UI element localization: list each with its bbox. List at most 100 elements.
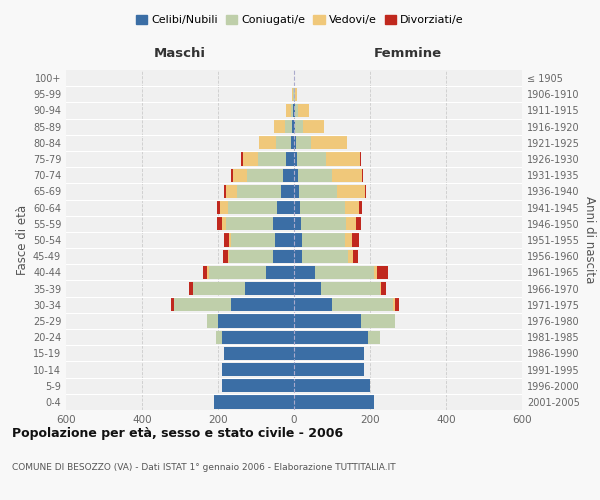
Bar xyxy=(258,152,286,166)
Bar xyxy=(294,168,298,182)
Bar xyxy=(274,120,285,134)
Bar xyxy=(362,168,363,182)
Bar xyxy=(294,234,302,246)
Bar xyxy=(353,250,358,263)
Bar xyxy=(303,120,323,134)
Bar xyxy=(227,201,277,214)
Bar xyxy=(368,330,380,344)
Bar xyxy=(374,266,377,279)
Bar xyxy=(311,136,347,149)
Legend: Celibi/Nubili, Coniugati/e, Vedovi/e, Divorziati/e: Celibi/Nubili, Coniugati/e, Vedovi/e, Di… xyxy=(132,10,468,30)
Bar xyxy=(281,185,294,198)
Bar xyxy=(222,379,294,392)
Bar xyxy=(298,104,309,117)
Bar xyxy=(286,104,292,117)
Bar xyxy=(346,201,359,214)
Bar xyxy=(285,120,292,134)
Bar xyxy=(224,234,229,246)
Bar xyxy=(232,168,233,182)
Bar xyxy=(229,234,232,246)
Bar xyxy=(218,314,294,328)
Bar xyxy=(361,314,395,328)
Bar xyxy=(315,266,374,279)
Y-axis label: Fasce di età: Fasce di età xyxy=(16,205,29,275)
Bar xyxy=(232,298,294,312)
Bar xyxy=(356,217,361,230)
Bar xyxy=(276,136,291,149)
Bar xyxy=(292,88,293,101)
Bar xyxy=(245,282,294,295)
Bar xyxy=(380,282,382,295)
Bar xyxy=(273,250,294,263)
Bar xyxy=(217,217,222,230)
Bar xyxy=(173,298,175,312)
Bar xyxy=(294,185,299,198)
Bar xyxy=(237,185,281,198)
Bar xyxy=(233,168,247,182)
Bar xyxy=(291,136,294,149)
Bar xyxy=(301,217,346,230)
Bar xyxy=(320,282,380,295)
Bar xyxy=(352,234,359,246)
Bar xyxy=(242,152,258,166)
Bar xyxy=(294,266,315,279)
Bar xyxy=(193,282,245,295)
Bar xyxy=(295,104,298,117)
Bar xyxy=(189,282,193,295)
Bar xyxy=(296,136,311,149)
Bar xyxy=(217,201,220,214)
Bar xyxy=(293,104,294,117)
Bar xyxy=(226,185,237,198)
Bar xyxy=(224,346,294,360)
Bar xyxy=(297,152,326,166)
Bar xyxy=(265,266,294,279)
Bar xyxy=(283,168,294,182)
Y-axis label: Anni di nascita: Anni di nascita xyxy=(583,196,596,284)
Bar xyxy=(223,250,227,263)
Bar xyxy=(295,88,297,101)
Bar xyxy=(214,396,294,408)
Bar xyxy=(346,234,352,246)
Bar xyxy=(206,266,209,279)
Bar xyxy=(224,185,226,198)
Bar xyxy=(302,234,346,246)
Bar xyxy=(259,136,276,149)
Bar xyxy=(302,250,348,263)
Bar xyxy=(346,217,356,230)
Bar xyxy=(226,217,273,230)
Bar xyxy=(294,201,300,214)
Bar xyxy=(360,152,361,166)
Text: Popolazione per età, sesso e stato civile - 2006: Popolazione per età, sesso e stato civil… xyxy=(12,428,343,440)
Bar xyxy=(294,217,301,230)
Bar xyxy=(348,250,353,263)
Bar xyxy=(222,330,294,344)
Bar xyxy=(294,330,368,344)
Bar xyxy=(232,234,275,246)
Bar xyxy=(294,152,297,166)
Bar xyxy=(377,266,388,279)
Bar xyxy=(332,298,393,312)
Bar xyxy=(294,120,295,134)
Bar xyxy=(395,298,398,312)
Bar xyxy=(229,250,273,263)
Bar xyxy=(294,104,295,117)
Bar xyxy=(300,201,346,214)
Bar xyxy=(286,152,294,166)
Bar xyxy=(299,185,337,198)
Bar xyxy=(273,217,294,230)
Bar xyxy=(292,120,294,134)
Bar xyxy=(294,363,364,376)
Bar xyxy=(294,396,374,408)
Bar xyxy=(227,250,229,263)
Bar xyxy=(241,152,242,166)
Bar xyxy=(206,314,218,328)
Bar xyxy=(393,298,395,312)
Bar xyxy=(209,266,265,279)
Bar xyxy=(294,379,370,392)
Bar xyxy=(332,168,362,182)
Text: COMUNE DI BESOZZO (VA) - Dati ISTAT 1° gennaio 2006 - Elaborazione TUTTITALIA.IT: COMUNE DI BESOZZO (VA) - Dati ISTAT 1° g… xyxy=(12,462,395,471)
Bar xyxy=(216,330,222,344)
Bar xyxy=(294,250,302,263)
Bar xyxy=(382,282,386,295)
Bar xyxy=(277,201,294,214)
